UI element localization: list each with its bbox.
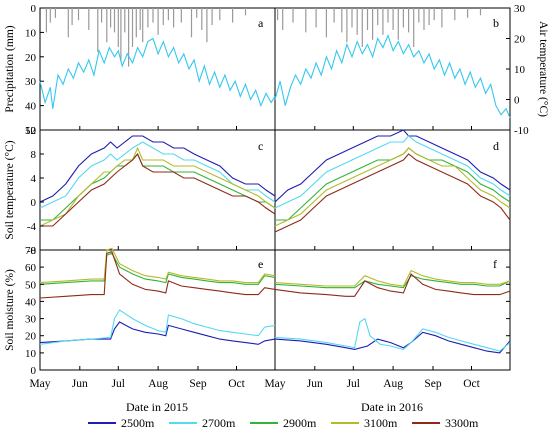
moisture-axis-tick-label: 10 [25,348,37,360]
panel-f-plot [274,269,511,354]
panel-label-d: d [493,139,499,153]
ylabel-precipitation: Precipitation (mm) [4,25,16,112]
month-label-Oct: Oct [228,378,245,390]
series-line-3100m [39,146,276,227]
xlabel-2015: Date in 2015 [126,400,188,414]
moisture-axis-tick-label: 0 [31,365,37,377]
panel-label-e: e [258,257,263,271]
series-line-2700m [39,141,276,209]
series-line-2700m [274,135,511,209]
month-label-Sep: Sep [424,378,442,390]
series-line-2700m [274,317,511,352]
moisture-axis-tick-label: 20 [25,331,37,343]
series-line-3100m [39,247,276,284]
legend-label-2500m: 2500m [121,416,155,430]
series-line-2700m [39,309,276,345]
panel-label-c: c [258,139,263,153]
frame-bot-right [274,249,511,371]
month-label-Sep: Sep [189,378,207,390]
precip-axis-tick-label: 30 [25,76,37,88]
airtemp-axis-tick-label: 30 [514,3,526,15]
soiltemp-axis-tick-label: 4 [31,173,37,185]
month-label-May: May [29,378,50,390]
series-line-2500m [274,129,511,203]
series-line-2900m [274,275,511,289]
series-line-3100m [274,269,511,287]
moisture-axis-tick-label: 60 [25,262,37,274]
month-label-Jun: Jun [307,378,323,390]
soiltemp-axis-tick-label: -8 [27,245,37,257]
panel-e-plot [39,247,276,345]
panel-label-b: b [493,16,499,30]
month-label-Jul: Jul [112,378,125,390]
panel-a-plot [39,8,276,109]
month-label-Jun: Jun [72,378,88,390]
month-label-Aug: Aug [383,378,403,390]
air-temperature-line [39,37,276,109]
series-line-2900m [39,252,276,285]
month-label-May: May [264,378,285,390]
legend-label-3300m: 3300m [445,416,479,430]
panel-frames [39,7,511,371]
series-line-2500m [274,331,511,354]
series-line-2500m [39,321,276,345]
series-line-3100m [274,147,511,227]
panel-label-a: a [258,16,264,30]
series-line-3300m [274,153,511,233]
precip-axis-tick-label: 40 [25,101,37,113]
soiltemp-axis-tick-label: 12 [25,125,36,137]
airtemp-axis-tick-label: 0 [514,95,520,107]
ylabel-soil-moisture: Soil moisture (%) [4,269,16,351]
panel-d-plot [274,129,511,233]
month-label-Aug: Aug [148,378,168,390]
moisture-axis-tick-label: 50 [25,279,37,291]
frame-bot-left [39,249,276,371]
airtemp-axis-tick-label: 20 [514,34,526,46]
series-line-2500m [39,135,276,203]
ylabel-soil-temperature: Soil temperature (°C) [4,140,16,239]
frame-mid-left [39,129,276,251]
legend: 2500m 2700m 2900m 3100m 3300m [88,416,479,430]
soiltemp-axis-tick-label: -4 [27,221,37,233]
ylabel-air-temperature: Air temperature (°C) [537,21,549,117]
precip-axis-tick-label: 10 [25,27,37,39]
legend-label-3100m: 3100m [364,416,398,430]
series-line-3300m [40,152,276,227]
airtemp-axis-tick-label: 10 [514,64,526,76]
panel-c-plot [39,135,276,227]
panel-label-f: f [493,257,497,271]
precip-axis-tick-label: 50 [25,125,37,137]
series-line-3300m [274,273,511,297]
axes-ticks: 010203040503020100-1012840-4-87060504030… [25,3,529,390]
legend-label-2900m: 2900m [283,416,317,430]
precip-axis-tick-label: 20 [25,52,37,64]
soiltemp-axis-tick-label: 0 [31,197,37,209]
moisture-axis-tick-label: 40 [25,296,37,308]
month-label-Oct: Oct [463,378,480,390]
moisture-axis-tick-label: 30 [25,314,37,326]
airtemp-axis-tick-label: -10 [514,125,529,137]
legend-label-2700m: 2700m [202,416,236,430]
air-temperature-line [274,33,511,119]
moisture-axis-tick-label: 70 [25,245,37,257]
month-label-Jul: Jul [347,378,360,390]
soiltemp-axis-tick-label: 8 [31,149,37,161]
precip-axis-tick-label: 0 [31,3,37,15]
panel-b-plot [274,8,511,119]
series-line-3300m [39,251,276,299]
xlabel-2016: Date in 2016 [361,400,423,414]
